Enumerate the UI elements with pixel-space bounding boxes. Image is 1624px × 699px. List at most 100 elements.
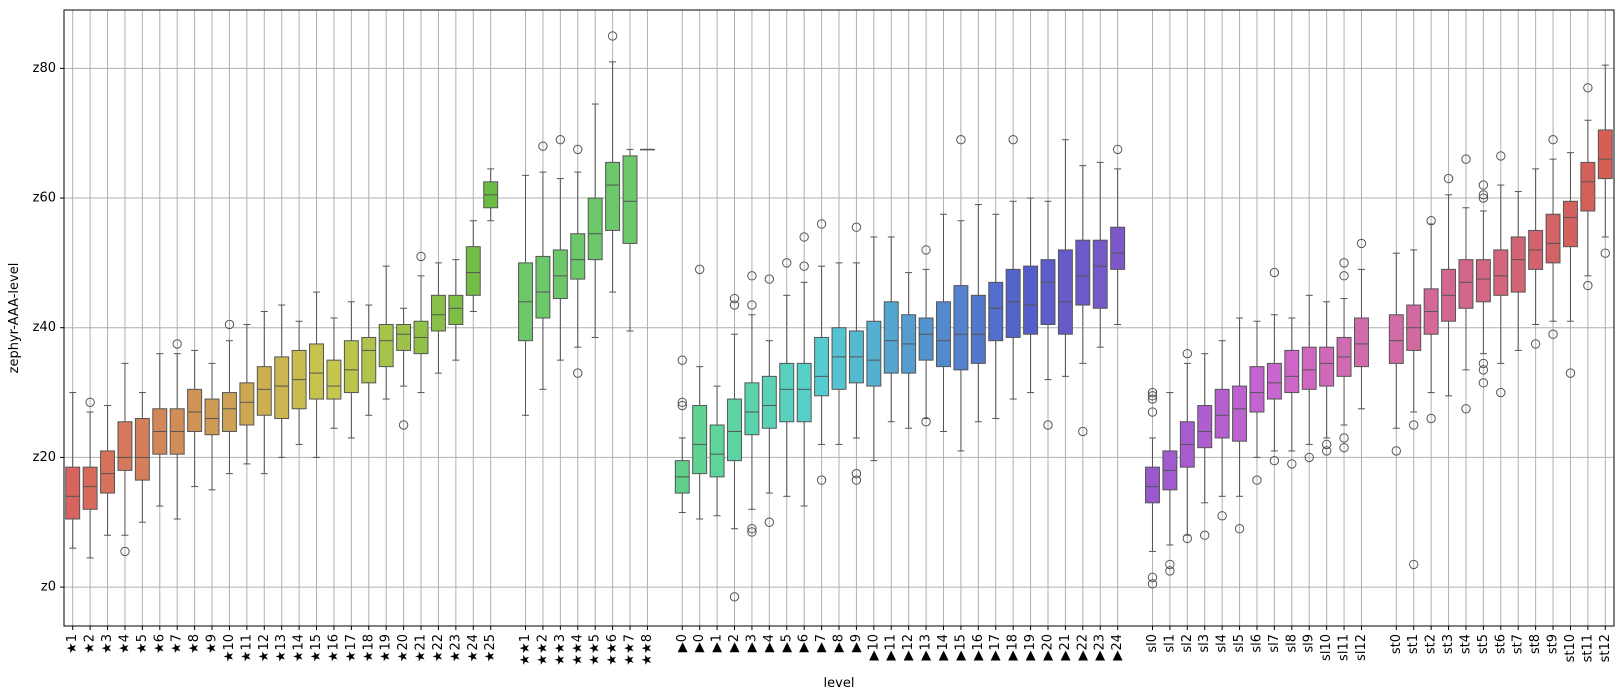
- outlier-point: [921, 245, 931, 255]
- outlier-point: [1478, 193, 1489, 203]
- box-iqr: [100, 450, 116, 494]
- box-iqr: [709, 424, 725, 478]
- x-tick-label: ★★6: [605, 634, 620, 666]
- y-axis-label: zephyr-AAA-level: [7, 263, 22, 374]
- x-tick-label: st8: [1528, 634, 1543, 654]
- x-axis-label: level: [824, 676, 855, 691]
- box-iqr: [134, 418, 150, 481]
- box-88: [1597, 64, 1613, 258]
- x-tick-label: sl2: [1180, 634, 1195, 653]
- box-iqr: [883, 301, 899, 374]
- outlier-point: [1147, 579, 1158, 589]
- outlier-point: [729, 300, 740, 310]
- x-tick-label: sl7: [1267, 634, 1282, 653]
- box-43: [814, 219, 830, 485]
- outlier-point: [1583, 83, 1593, 93]
- x-tick-label: ▶0: [675, 634, 690, 652]
- box-47: [883, 236, 899, 423]
- outlier-point: [1165, 559, 1175, 570]
- outlier-point: [799, 232, 809, 242]
- box-72: [1319, 301, 1335, 456]
- x-tick-label: ★4: [117, 634, 132, 654]
- box-iqr: [552, 249, 568, 300]
- box-iqr: [970, 294, 986, 364]
- box-iqr: [65, 466, 81, 520]
- box-iqr: [814, 336, 830, 397]
- box-9: [221, 319, 237, 475]
- x-tick-label: ★5: [135, 634, 150, 654]
- box-iqr: [831, 327, 847, 390]
- box-76: [1388, 252, 1404, 456]
- outlier-point: [747, 527, 757, 537]
- x-tick-label: ★8: [187, 634, 202, 654]
- y-tick-label: z20: [33, 450, 56, 465]
- box-20: [413, 251, 429, 394]
- box-iqr: [1214, 388, 1230, 439]
- outlier-point: [1548, 134, 1558, 145]
- box-iqr: [361, 336, 377, 384]
- outlier-point: [1391, 446, 1402, 456]
- x-tick-label: ▶10: [866, 634, 881, 661]
- box-35: [674, 355, 690, 514]
- box-iqr: [692, 405, 708, 475]
- box-57: [1057, 139, 1073, 377]
- box-15: [326, 317, 342, 429]
- x-tick-label: ▶23: [1093, 634, 1108, 661]
- box-layer: [65, 31, 1613, 602]
- outlier-point: [1304, 452, 1314, 463]
- box-8: [204, 362, 220, 491]
- outlier-point: [1269, 455, 1280, 466]
- x-tick-label: ★16: [326, 634, 341, 662]
- box-6: [169, 339, 185, 520]
- box-iqr: [936, 301, 951, 368]
- box-iqr: [1075, 239, 1091, 306]
- box-39: [744, 271, 760, 537]
- outlier-point: [1339, 433, 1349, 443]
- outlier-point: [1252, 475, 1262, 485]
- outlier-point: [1565, 368, 1576, 378]
- box-42: [796, 232, 812, 507]
- outlier-point: [555, 134, 566, 145]
- box-81: [1475, 180, 1491, 388]
- x-tick-label: st10: [1563, 634, 1578, 662]
- box-5: [152, 353, 168, 507]
- box-45: [848, 222, 864, 485]
- box-46: [866, 236, 882, 462]
- x-tick-label: ★★7: [623, 634, 638, 666]
- outlier-point: [747, 300, 757, 310]
- box-87: [1580, 83, 1596, 291]
- x-tick-label: sl12: [1354, 634, 1369, 661]
- box-82: [1493, 151, 1509, 398]
- x-tick-label: ▶7: [814, 634, 829, 652]
- box-iqr: [117, 421, 133, 471]
- x-tick-label: ★★8: [640, 634, 655, 666]
- x-tick-label: st7: [1511, 634, 1526, 654]
- outlier-point: [573, 144, 583, 155]
- box-54: [1005, 134, 1021, 400]
- box-iqr: [605, 161, 621, 231]
- box-2: [100, 405, 116, 536]
- box-iqr: [866, 320, 882, 387]
- outlier-point: [573, 368, 583, 378]
- outlier-point: [607, 31, 618, 41]
- outlier-point: [921, 417, 931, 427]
- x-tick-label: ★12: [257, 634, 272, 662]
- x-tick-label: ▶17: [988, 634, 1003, 661]
- outlier-point: [1426, 413, 1436, 424]
- x-tick-label: ▶21: [1058, 634, 1073, 661]
- x-tick-label: ★★3: [553, 634, 568, 666]
- box-iqr: [953, 285, 969, 371]
- x-tick-label: ★14: [292, 634, 307, 662]
- box-iqr: [1580, 161, 1596, 212]
- outlier-point: [1339, 258, 1349, 268]
- outlier-point: [764, 517, 775, 527]
- box-74: [1354, 238, 1369, 410]
- box-67: [1232, 317, 1248, 534]
- box-iqr: [1597, 129, 1613, 180]
- outlier-point: [1409, 559, 1419, 570]
- y-tick-label: z60: [33, 191, 56, 206]
- box-16: [343, 301, 359, 439]
- box-3: [117, 362, 133, 557]
- box-86: [1562, 152, 1578, 378]
- x-tick-label: ★24: [466, 634, 481, 662]
